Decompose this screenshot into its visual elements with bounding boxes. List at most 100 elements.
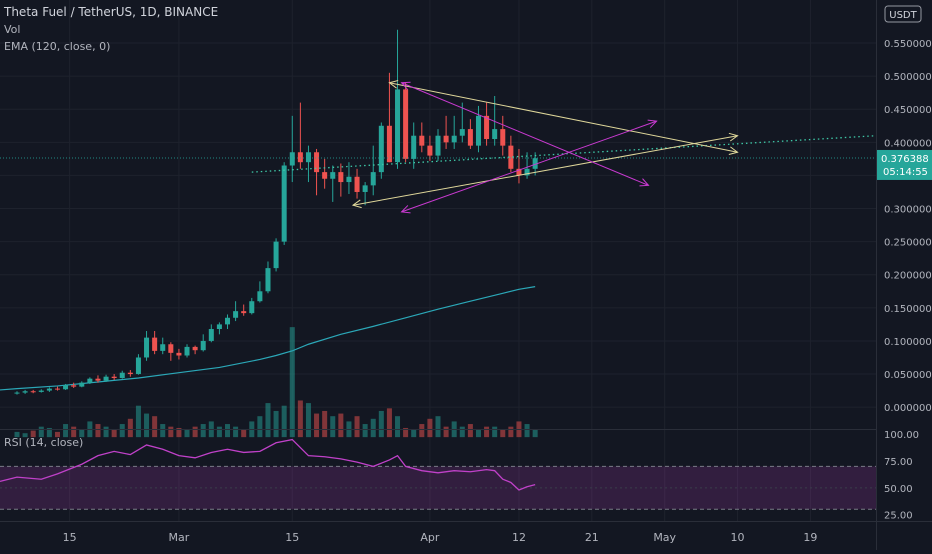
volume-bar [484, 426, 490, 438]
time-tick-label: 10 [731, 531, 745, 544]
candle-up [273, 241, 279, 269]
chart-title[interactable]: Theta Fuel / TetherUS, 1D, BINANCE [3, 5, 218, 19]
volume-bar [362, 424, 368, 438]
volume-bar [241, 429, 247, 438]
time-tick-label: 15 [63, 531, 77, 544]
time-axis[interactable]: 15 Mar 15 Apr 12 21 May 10 19 [63, 531, 818, 544]
volume-bar [395, 416, 401, 438]
rsi-line-group [0, 438, 536, 491]
arrow-head [400, 205, 411, 214]
price-tick-label: 0.150000 [884, 304, 932, 315]
volume-bar [119, 424, 125, 438]
volume-bar [427, 418, 433, 438]
grid-lines [0, 0, 876, 521]
candle-down [322, 172, 328, 179]
volume-bar [532, 429, 538, 438]
rsi-line [0, 438, 536, 491]
time-tick-label: May [653, 531, 676, 544]
candle-up [63, 385, 69, 390]
candle-down [127, 372, 133, 375]
candle-up [22, 391, 28, 393]
currency-label-box[interactable]: USDT [884, 5, 922, 23]
price-tick-label: 0.050000 [884, 370, 932, 381]
candle-down [314, 152, 320, 173]
candle-down [354, 176, 360, 192]
volume-bar [127, 418, 133, 438]
magenta-trend-line [401, 120, 657, 213]
candle-down [516, 168, 522, 176]
candle-up [200, 340, 206, 351]
arrow-head [728, 146, 739, 155]
candle-up [370, 172, 376, 186]
ema-legend[interactable]: EMA (120, close, 0) [4, 40, 110, 53]
rsi-legend[interactable]: RSI (14, close) [4, 436, 83, 449]
volume-bar [79, 429, 85, 438]
candle-up [305, 152, 311, 163]
candle-up [451, 135, 457, 143]
price-badge: 0.376388 05:14:55 [877, 149, 932, 180]
candle-down [484, 115, 490, 140]
volume-legend[interactable]: Vol [4, 23, 20, 36]
volume-bar [38, 426, 44, 438]
candle-up [216, 324, 222, 330]
price-tick-label: 0.300000 [884, 205, 932, 216]
candle-up [362, 185, 368, 192]
volume-bar [378, 410, 384, 438]
arrow-head [728, 132, 739, 142]
time-tick-label: Apr [420, 531, 440, 544]
price-tick-label: 0.000000 [884, 403, 932, 414]
volume-bar [184, 429, 190, 438]
candle-down [241, 311, 247, 314]
volume-bar [281, 405, 287, 438]
magenta-trend-line [401, 82, 649, 186]
volume-bar [443, 426, 449, 438]
candle-up [330, 172, 336, 179]
countdown-label: 05:14:55 [883, 167, 928, 178]
candle-down [168, 344, 174, 353]
candle-up [289, 152, 295, 166]
candle-up [435, 135, 441, 156]
volume-bar [152, 416, 158, 438]
volume-bar [200, 424, 206, 438]
volume-bar [492, 426, 498, 438]
candle-down [152, 337, 158, 351]
yellow-trend-line [352, 135, 738, 206]
volume-bar [135, 405, 141, 438]
candle-up [475, 115, 481, 146]
volume-bar [46, 427, 52, 438]
candle-up [492, 129, 498, 140]
candle-down [176, 352, 182, 356]
volume-bar [467, 424, 473, 438]
yellow-trend-line [389, 82, 738, 153]
candle-down [500, 129, 506, 146]
volume-bar [459, 426, 465, 438]
candle-down [467, 129, 473, 146]
candle-down [54, 388, 60, 390]
volume-bar [386, 408, 392, 438]
volume-bar [330, 416, 336, 438]
volume-bar [224, 424, 231, 438]
volume-bar [265, 403, 271, 438]
candle-up [346, 176, 352, 183]
arrow-head [351, 199, 362, 209]
volume-bar [233, 426, 239, 438]
candle-up [79, 382, 85, 387]
volume-bar [144, 413, 150, 438]
volume-bar [176, 427, 182, 438]
candle-up [103, 376, 109, 381]
volume-bar [216, 426, 222, 438]
candle-down [403, 89, 409, 159]
candle-down [95, 378, 101, 381]
volume-bar [71, 426, 77, 438]
candle-down [386, 125, 392, 163]
candle-up [38, 390, 44, 392]
candle-down [297, 152, 303, 163]
price-tick-label: 0.550000 [884, 39, 932, 50]
volume-bar [257, 416, 263, 438]
rsi-axis[interactable]: 100.00 75.00 50.00 25.00 [884, 430, 919, 521]
volume-bar [500, 429, 506, 438]
rsi-tick-label: 25.00 [884, 511, 913, 522]
candle-up [14, 392, 20, 394]
